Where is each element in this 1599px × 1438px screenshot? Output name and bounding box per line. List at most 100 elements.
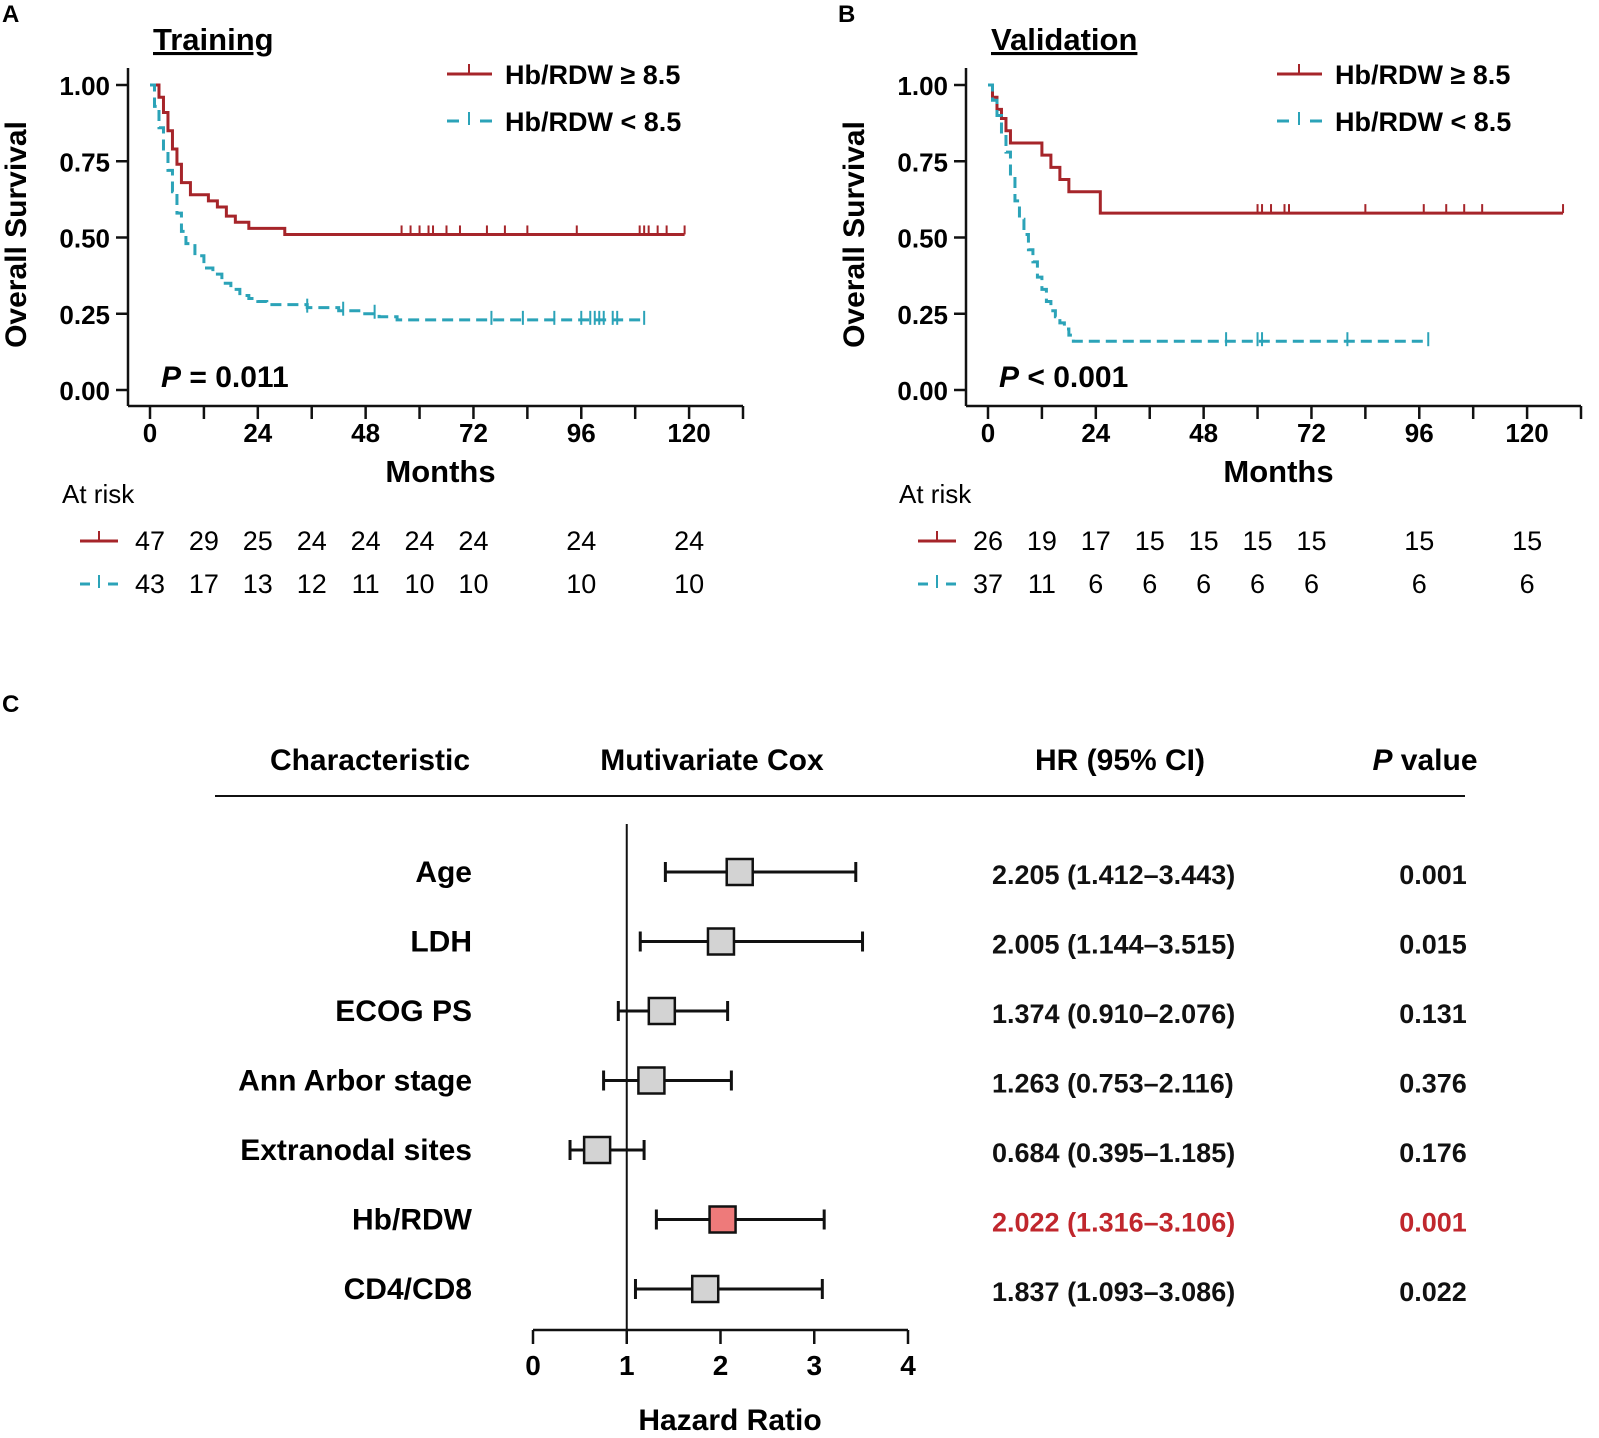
header-model: Mutivariate Cox (600, 744, 824, 777)
panel-label: A (2, 1, 19, 28)
y-tick-label: 0.00 (59, 376, 110, 406)
y-axis-label: Overall Survival (838, 121, 871, 348)
at-risk-count: 47 (135, 526, 165, 556)
x-tick-label: 96 (1405, 418, 1434, 448)
forest-panel: C Characteristic Mutivariate Cox HR (95% CI… (2, 691, 1478, 1437)
header-p-rest: value (1392, 744, 1477, 777)
at-risk-count: 6 (1412, 569, 1427, 599)
at-risk-count: 6 (1196, 569, 1211, 599)
row-label: Extranodal sites (240, 1134, 472, 1167)
at-risk-count: 6 (1304, 569, 1319, 599)
survival-curve-low (150, 83, 645, 322)
y-tick-label: 0.25 (59, 300, 110, 330)
at-risk-count: 43 (135, 569, 165, 599)
at-risk-label: At risk (899, 479, 972, 509)
chart-title: Validation (991, 22, 1137, 57)
hr-ci-text: 2.022 (1.316–3.106) (992, 1208, 1235, 1238)
x-tick-label: 72 (1297, 418, 1326, 448)
x-tick-label: 96 (567, 418, 596, 448)
hr-ci-text: 2.205 (1.412–3.443) (992, 860, 1235, 890)
x-tick-label: 0 (143, 418, 157, 448)
forest-row: Hb/RDW 2.022 (1.316–3.106) 0.001 (352, 1204, 1467, 1238)
legend-label: Hb/RDW ≥ 8.5 (1335, 60, 1510, 90)
hr-marker (582, 1135, 612, 1165)
survival-curve-high (150, 83, 685, 236)
p-value-italic: P (161, 361, 182, 394)
header-p-italic: P (1372, 744, 1393, 777)
at-risk-count: 10 (674, 569, 704, 599)
forest-row: Age 2.205 (1.412–3.443) 0.001 (415, 856, 1466, 890)
hr-ci-text: 0.684 (0.395–1.185) (992, 1138, 1235, 1168)
chart-title: Training (153, 22, 274, 57)
y-tick-label: 0.75 (59, 147, 110, 177)
at-risk-count: 24 (405, 526, 435, 556)
at-risk-count: 11 (1028, 569, 1056, 599)
y-tick-label: 0.75 (897, 147, 948, 177)
at-risk-count: 11 (352, 569, 380, 599)
x-tick-label: 0 (981, 418, 995, 448)
forest-x-tick-label: 3 (806, 1350, 822, 1381)
p-value: P = 0.011 (161, 361, 289, 394)
hr-ci-text: 2.005 (1.144–3.515) (992, 930, 1235, 960)
at-risk-count: 15 (1404, 526, 1434, 556)
row-label: Ann Arbor stage (238, 1065, 472, 1098)
x-axis-label: Months (385, 454, 495, 489)
at-risk-count: 26 (973, 526, 1003, 556)
forest-row: ECOG PS 1.374 (0.910–2.076) 0.131 (335, 995, 1466, 1029)
header-characteristic: Characteristic (270, 744, 470, 777)
p-value-text: = 0.011 (181, 361, 289, 394)
at-risk-count: 10 (566, 569, 596, 599)
at-risk-count: 10 (405, 569, 435, 599)
y-tick-label: 0.25 (897, 300, 948, 330)
at-risk-count: 25 (243, 526, 273, 556)
forest-row: Extranodal sites 0.684 (0.395–1.185) 0.176 (240, 1134, 1467, 1168)
at-risk-count: 6 (1142, 569, 1157, 599)
x-tick-label: 24 (1081, 418, 1110, 448)
at-risk-count: 10 (458, 569, 488, 599)
hr-marker (647, 996, 677, 1026)
p-value-text: 0.015 (1399, 930, 1467, 960)
at-risk-count: 24 (566, 526, 596, 556)
at-risk-count: 19 (1027, 526, 1057, 556)
p-value-text: 0.176 (1399, 1138, 1467, 1168)
y-tick-label: 0.00 (897, 376, 948, 406)
row-label: ECOG PS (335, 995, 472, 1028)
survival-curve-high (988, 83, 1564, 215)
hr-marker (708, 1205, 737, 1234)
at-risk-count: 29 (189, 526, 219, 556)
hr-ci-text: 1.263 (0.753–2.116) (992, 1069, 1234, 1099)
at-risk-label: At risk (62, 479, 135, 509)
panel-label: B (838, 1, 855, 28)
x-tick-label: 24 (243, 418, 272, 448)
legend-label: Hb/RDW < 8.5 (505, 107, 681, 137)
p-value-text: 0.001 (1399, 1208, 1467, 1238)
row-label: Hb/RDW (352, 1204, 473, 1237)
y-tick-label: 1.00 (59, 71, 110, 101)
y-axis-label: Overall Survival (0, 121, 33, 348)
x-tick-label: 48 (351, 418, 380, 448)
km-panel-training: A Training 0.00 0.25 0.50 0.75 1.00 Overall Sur… (0, 1, 745, 599)
hr-marker (690, 1274, 720, 1304)
at-risk-count: 12 (297, 569, 327, 599)
forest-x-axis-label: Hazard Ratio (638, 1404, 821, 1437)
hr-ci-text: 1.374 (0.910–2.076) (992, 999, 1235, 1029)
y-tick-label: 0.50 (897, 224, 948, 254)
at-risk-count: 24 (458, 526, 488, 556)
at-risk-count: 6 (1088, 569, 1103, 599)
forest-x-tick-label: 4 (900, 1350, 916, 1381)
row-label: LDH (410, 926, 472, 959)
at-risk-count: 24 (297, 526, 327, 556)
hr-marker (725, 857, 754, 887)
at-risk-count: 15 (1189, 526, 1219, 556)
x-tick-label: 72 (459, 418, 488, 448)
survival-curve-low (988, 83, 1429, 343)
at-risk-count: 13 (243, 569, 273, 599)
km-panel-validation: B Validation 0.00 0.25 0.50 0.75 1.00 Overall S… (838, 1, 1583, 599)
at-risk-count: 15 (1512, 526, 1542, 556)
hr-marker (637, 1066, 666, 1095)
x-tick-label: 48 (1189, 418, 1218, 448)
y-tick-label: 0.50 (59, 224, 110, 254)
forest-row: Ann Arbor stage 1.263 (0.753–2.116) 0.376 (238, 1065, 1467, 1099)
at-risk-count: 17 (189, 569, 219, 599)
